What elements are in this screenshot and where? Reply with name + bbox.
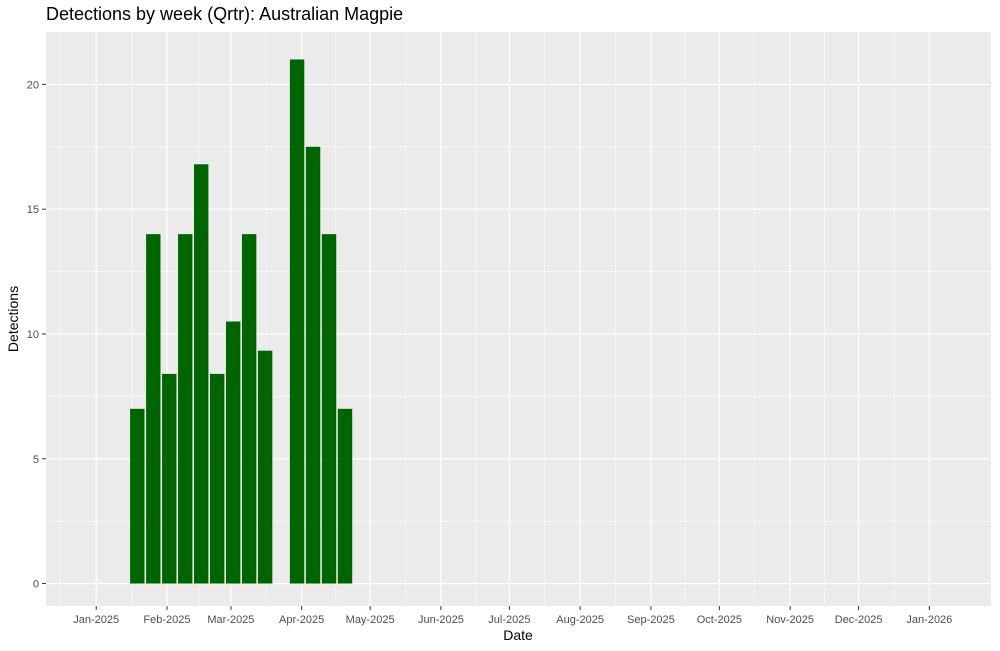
x-tick-label: Sep-2025 xyxy=(627,614,675,626)
bar xyxy=(321,234,337,584)
x-tick-label: Aug-2025 xyxy=(556,614,604,626)
bar xyxy=(241,234,257,584)
x-tick-label: Jul-2025 xyxy=(488,614,530,626)
x-tick-label: Oct-2025 xyxy=(697,614,742,626)
x-tick-label: May-2025 xyxy=(346,614,395,626)
bar xyxy=(194,164,209,584)
x-tick-label: Feb-2025 xyxy=(143,614,190,626)
bar xyxy=(305,146,321,584)
x-tick-label: Jan-2026 xyxy=(906,614,952,626)
bars xyxy=(130,59,353,584)
x-tick-label: Apr-2025 xyxy=(279,614,324,626)
bar xyxy=(130,408,145,584)
bar xyxy=(289,59,305,584)
x-tick-label: Dec-2025 xyxy=(835,614,883,626)
x-tick-label: Jan-2025 xyxy=(73,614,119,626)
y-tick-label: 10 xyxy=(27,329,39,341)
y-axis-title: Detections xyxy=(5,286,21,352)
y-tick-label: 15 xyxy=(27,204,39,216)
x-tick-label: Nov-2025 xyxy=(766,614,814,626)
x-tick-label: Mar-2025 xyxy=(207,614,254,626)
bar xyxy=(225,321,241,584)
x-axis-title: Date xyxy=(503,627,533,643)
bar xyxy=(178,234,193,584)
x-tick-label: Jun-2025 xyxy=(418,614,464,626)
chart-title: Detections by week (Qrtr): Australian Ma… xyxy=(46,4,404,24)
bar xyxy=(210,373,225,584)
y-tick-label: 5 xyxy=(33,454,39,466)
bar xyxy=(257,350,273,584)
bar xyxy=(337,408,353,584)
y-tick-label: 20 xyxy=(27,79,39,91)
bar xyxy=(162,373,177,584)
bar xyxy=(146,234,161,584)
y-axis: 0 5 10 15 20 xyxy=(27,79,46,591)
y-tick-label: 0 xyxy=(33,579,39,591)
x-axis: Jan-2025 Feb-2025 Mar-2025 Apr-2025 May-2025… xyxy=(73,606,952,626)
